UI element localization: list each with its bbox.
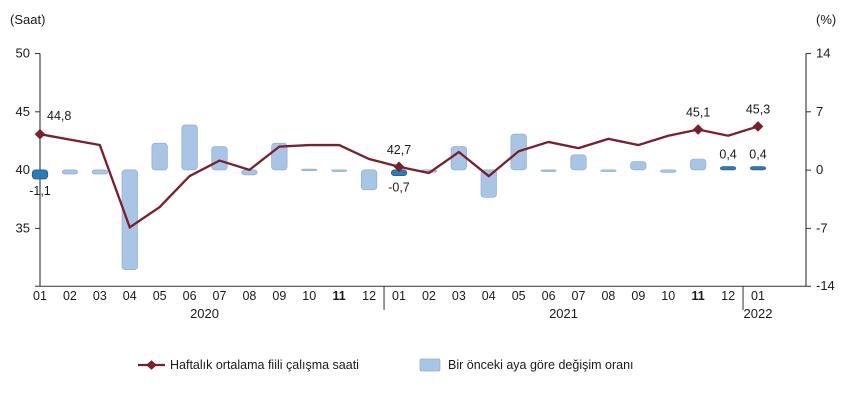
svg-text:07: 07 <box>213 289 227 303</box>
svg-text:04: 04 <box>123 289 137 303</box>
svg-text:-1,1: -1,1 <box>29 184 51 198</box>
svg-text:07: 07 <box>572 289 586 303</box>
svg-text:01: 01 <box>392 289 406 303</box>
svg-text:42,7: 42,7 <box>387 143 411 157</box>
svg-text:08: 08 <box>601 289 615 303</box>
svg-text:45,3: 45,3 <box>746 102 770 116</box>
svg-text:-7: -7 <box>816 220 828 235</box>
svg-text:11: 11 <box>692 289 705 303</box>
svg-text:12: 12 <box>721 289 735 303</box>
svg-text:03: 03 <box>452 289 466 303</box>
svg-text:10: 10 <box>661 289 675 303</box>
svg-text:2021: 2021 <box>549 306 578 321</box>
svg-text:40: 40 <box>16 162 30 177</box>
svg-text:0,4: 0,4 <box>749 148 766 162</box>
svg-text:09: 09 <box>272 289 286 303</box>
svg-text:-14: -14 <box>816 278 835 293</box>
svg-text:01: 01 <box>751 289 765 303</box>
svg-text:06: 06 <box>183 289 197 303</box>
svg-text:0: 0 <box>816 162 823 177</box>
svg-text:(Saat): (Saat) <box>10 12 45 27</box>
svg-text:Bir önceki aya göre değişim or: Bir önceki aya göre değişim oranı <box>448 358 634 372</box>
svg-text:35: 35 <box>16 220 30 235</box>
svg-text:06: 06 <box>542 289 556 303</box>
svg-text:7: 7 <box>816 104 823 119</box>
svg-text:08: 08 <box>242 289 256 303</box>
svg-text:0,4: 0,4 <box>719 148 736 162</box>
svg-text:44,8: 44,8 <box>47 109 71 123</box>
svg-text:45,1: 45,1 <box>686 106 710 120</box>
svg-text:2020: 2020 <box>190 306 219 321</box>
svg-text:2022: 2022 <box>744 306 773 321</box>
svg-text:14: 14 <box>816 46 830 61</box>
svg-text:05: 05 <box>512 289 526 303</box>
svg-text:04: 04 <box>482 289 496 303</box>
svg-text:45: 45 <box>16 104 30 119</box>
svg-text:11: 11 <box>333 289 346 303</box>
svg-text:50: 50 <box>16 46 30 61</box>
svg-text:Haftalık ortalama fiili çalışm: Haftalık ortalama fiili çalışma saati <box>170 358 359 372</box>
svg-text:10: 10 <box>302 289 316 303</box>
svg-text:01: 01 <box>33 289 47 303</box>
svg-text:03: 03 <box>93 289 107 303</box>
svg-text:-0,7: -0,7 <box>388 181 410 195</box>
svg-text:05: 05 <box>153 289 167 303</box>
svg-text:(%): (%) <box>816 12 836 27</box>
svg-text:12: 12 <box>362 289 376 303</box>
svg-text:02: 02 <box>422 289 436 303</box>
svg-text:09: 09 <box>631 289 645 303</box>
svg-text:02: 02 <box>63 289 77 303</box>
